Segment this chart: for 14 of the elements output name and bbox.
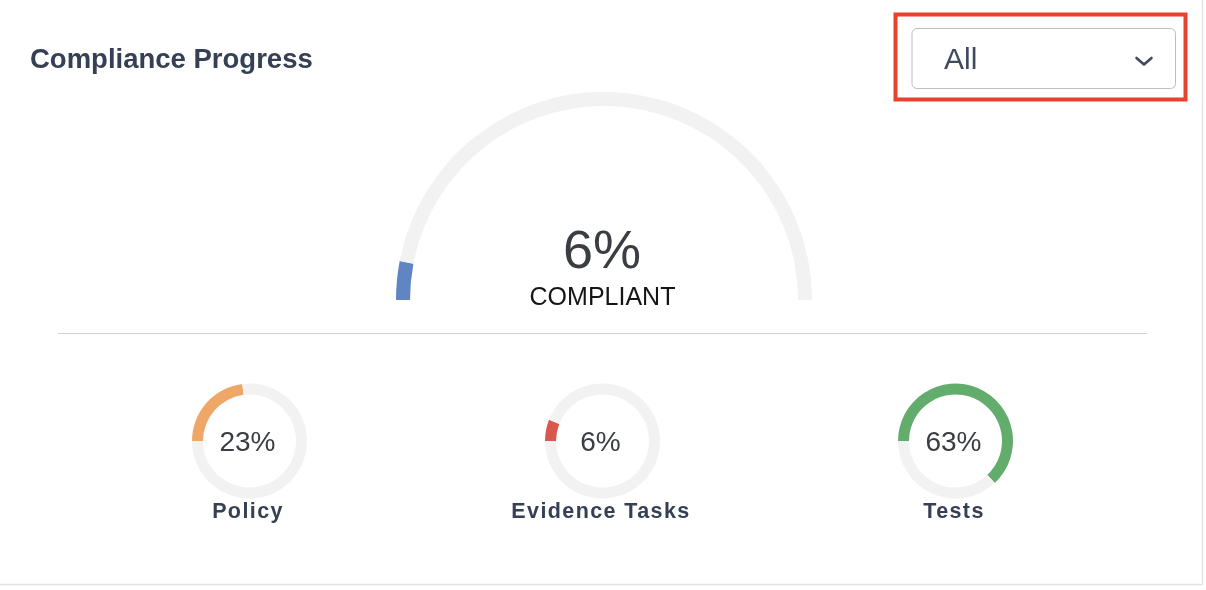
donut-slice xyxy=(192,383,307,499)
text: Policy xyxy=(212,499,284,523)
text: Compliance Progress xyxy=(30,43,313,74)
donut-slice xyxy=(545,419,560,441)
donut-slice xyxy=(545,383,660,499)
data-label: 23% xyxy=(219,426,276,457)
data-label: 6% xyxy=(580,426,621,457)
text: 6% xyxy=(562,219,642,279)
text: Tests xyxy=(923,499,985,523)
text: All xyxy=(944,42,978,75)
text: COMPLIANT xyxy=(529,282,676,310)
text: Evidence Tasks xyxy=(511,499,691,523)
donut-slice xyxy=(898,383,1013,483)
data-label: 63% xyxy=(925,426,982,457)
